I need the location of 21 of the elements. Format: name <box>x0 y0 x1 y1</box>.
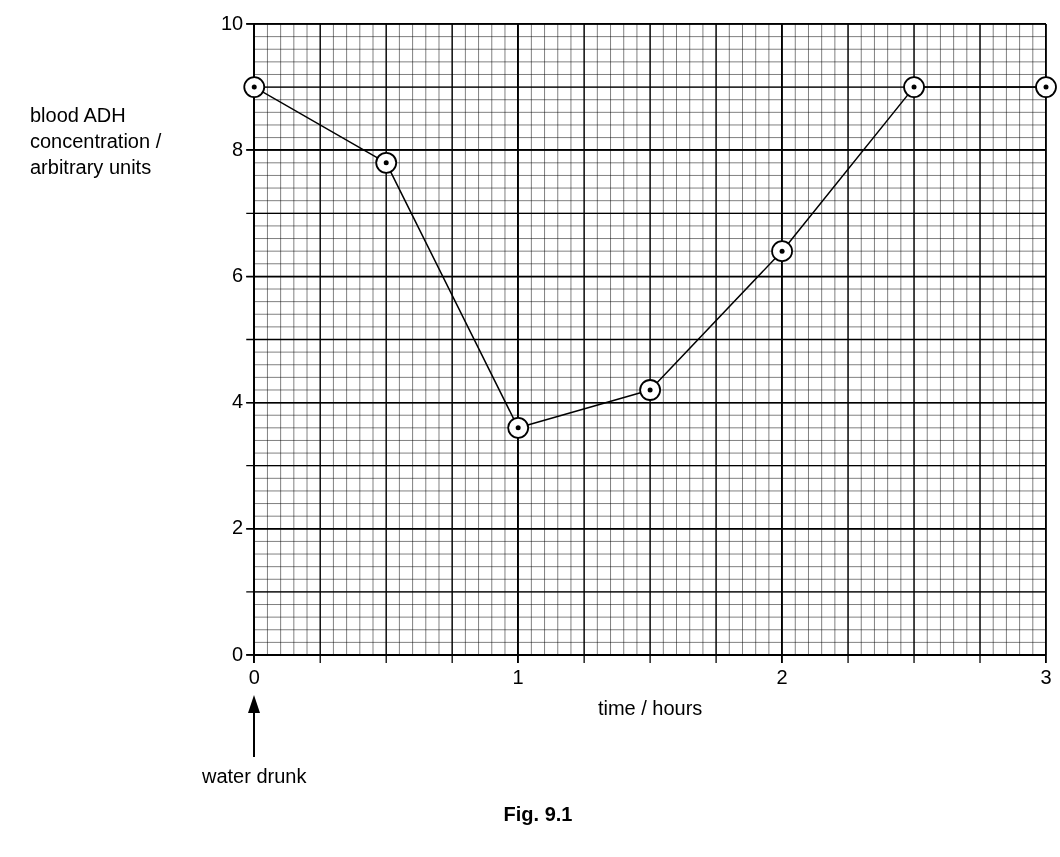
point <box>639 379 662 401</box>
point <box>375 151 398 174</box>
y-tick-label: 0 <box>232 642 244 665</box>
y-tick-label: 6 <box>232 263 244 286</box>
point <box>243 76 266 98</box>
x-tick-label: 0 <box>248 665 260 688</box>
caption: Fig. 9.1 <box>502 803 574 826</box>
y-tick-label: 2 <box>232 516 244 539</box>
y-tick-label: 8 <box>232 137 244 160</box>
x-tick-label: 1 <box>512 665 524 688</box>
y-tick-label: 10 <box>221 11 244 34</box>
point <box>1035 76 1057 98</box>
x-axis-title: time / hours <box>597 696 703 719</box>
text: water drunk <box>201 765 308 788</box>
x-tick-label: 3 <box>1040 665 1052 688</box>
point <box>771 240 793 263</box>
point <box>903 76 925 98</box>
y-axis-title: blood ADH concentration / arbitrary units <box>30 103 163 180</box>
y-tick-label: 4 <box>232 390 244 413</box>
x-tick-label: 2 <box>776 665 788 688</box>
point <box>507 416 530 439</box>
